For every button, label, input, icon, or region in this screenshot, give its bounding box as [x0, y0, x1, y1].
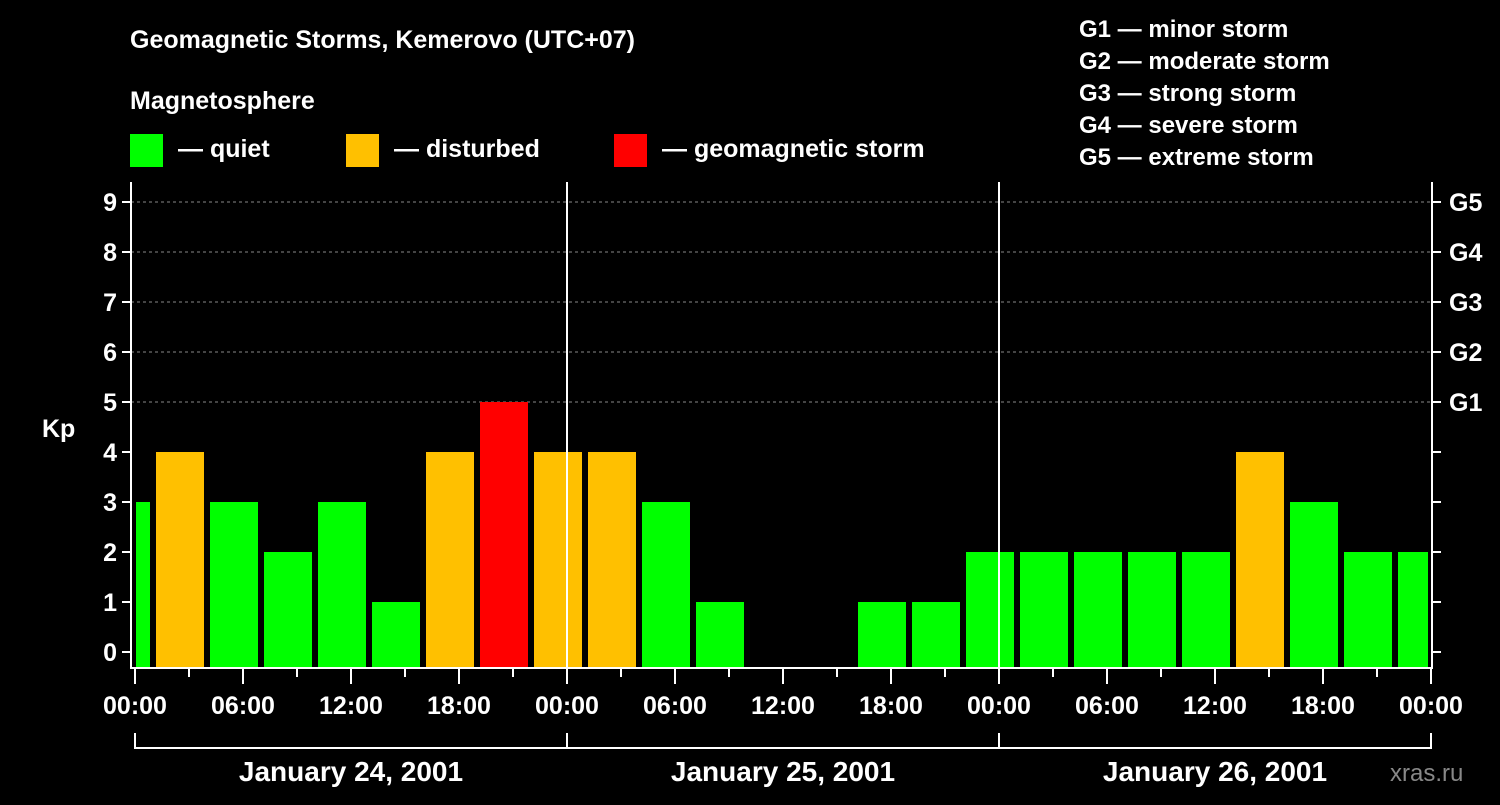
- x-tick-label: 00:00: [103, 692, 167, 720]
- x-tick-label: 00:00: [1399, 692, 1463, 720]
- x-tick-label: 06:00: [211, 692, 275, 720]
- kp-bar: [912, 602, 960, 667]
- plot-frame: [130, 182, 1433, 669]
- g-scale-label: G1: [1449, 389, 1482, 417]
- x-tick-label: 00:00: [535, 692, 599, 720]
- kp-bar: [858, 602, 906, 667]
- scale-legend-item: G4 — severe storm: [1079, 112, 1298, 139]
- kp-bar: [588, 452, 636, 667]
- kp-bar: [1020, 552, 1068, 667]
- legend-label: — disturbed: [394, 135, 540, 163]
- scale-legend-item: G3 — strong storm: [1079, 80, 1296, 107]
- kp-bar: [1182, 552, 1230, 667]
- day-label: January 25, 2001: [671, 756, 895, 787]
- day-bracket: [134, 733, 1432, 749]
- g-scale-label: G3: [1449, 289, 1482, 317]
- x-tick-label: 18:00: [427, 692, 491, 720]
- legend-label: — geomagnetic storm: [662, 135, 925, 163]
- x-tick-label: 12:00: [751, 692, 815, 720]
- y-tick-label: 2: [103, 539, 117, 567]
- y-tick-label: 9: [103, 189, 117, 217]
- kp-bar: [136, 502, 150, 667]
- y-tick-label: 5: [103, 389, 117, 417]
- kp-bar: [696, 602, 744, 667]
- kp-bar: [372, 602, 420, 667]
- kp-bar: [318, 502, 366, 667]
- kp-bar: [426, 452, 474, 667]
- scale-legend-item: G5 — extreme storm: [1079, 144, 1314, 171]
- kp-bar: [1290, 502, 1338, 667]
- day-label: January 26, 2001: [1103, 756, 1327, 787]
- kp-bar: [210, 502, 258, 667]
- g-scale-label: G2: [1449, 339, 1482, 367]
- kp-bar: [1344, 552, 1392, 667]
- y-tick-label: 0: [103, 639, 117, 667]
- x-tick-label: 06:00: [1075, 692, 1139, 720]
- y-tick-label: 8: [103, 239, 117, 267]
- scale-legend-item: G1 — minor storm: [1079, 16, 1288, 43]
- kp-bar: [642, 502, 690, 667]
- chart-title: Geomagnetic Storms, Kemerovo (UTC+07): [130, 26, 635, 54]
- y-tick-label: 7: [103, 289, 117, 317]
- kp-bar: [534, 452, 582, 667]
- kp-bar: [1398, 552, 1428, 667]
- y-tick-label: 4: [103, 439, 117, 467]
- g-scale-label: G5: [1449, 189, 1482, 217]
- x-tick-label: 12:00: [1183, 692, 1247, 720]
- kp-bar: [1074, 552, 1122, 667]
- day-label: January 24, 2001: [239, 756, 463, 787]
- x-tick-label: 06:00: [643, 692, 707, 720]
- x-tick-label: 00:00: [967, 692, 1031, 720]
- legend-swatch: [130, 134, 163, 167]
- y-tick-label: 6: [103, 339, 117, 367]
- legend-swatch: [614, 134, 647, 167]
- y-axis-label: Kp: [42, 415, 75, 443]
- legend-label: — quiet: [178, 135, 270, 163]
- x-tick-label: 18:00: [1291, 692, 1355, 720]
- kp-bar: [156, 452, 204, 667]
- scale-legend-item: G2 — moderate storm: [1079, 48, 1330, 75]
- kp-bar: [966, 552, 1014, 667]
- legend-title: Magnetosphere: [130, 87, 315, 115]
- kp-bar: [480, 402, 528, 667]
- watermark: xras.ru: [1390, 760, 1463, 787]
- g-scale-label: G4: [1449, 239, 1482, 267]
- x-tick-label: 12:00: [319, 692, 383, 720]
- kp-bar: [264, 552, 312, 667]
- kp-bar: [1128, 552, 1176, 667]
- y-tick-label: 3: [103, 489, 117, 517]
- kp-bar: [1236, 452, 1284, 667]
- x-tick-label: 18:00: [859, 692, 923, 720]
- y-tick-label: 1: [103, 589, 117, 617]
- legend-swatch: [346, 134, 379, 167]
